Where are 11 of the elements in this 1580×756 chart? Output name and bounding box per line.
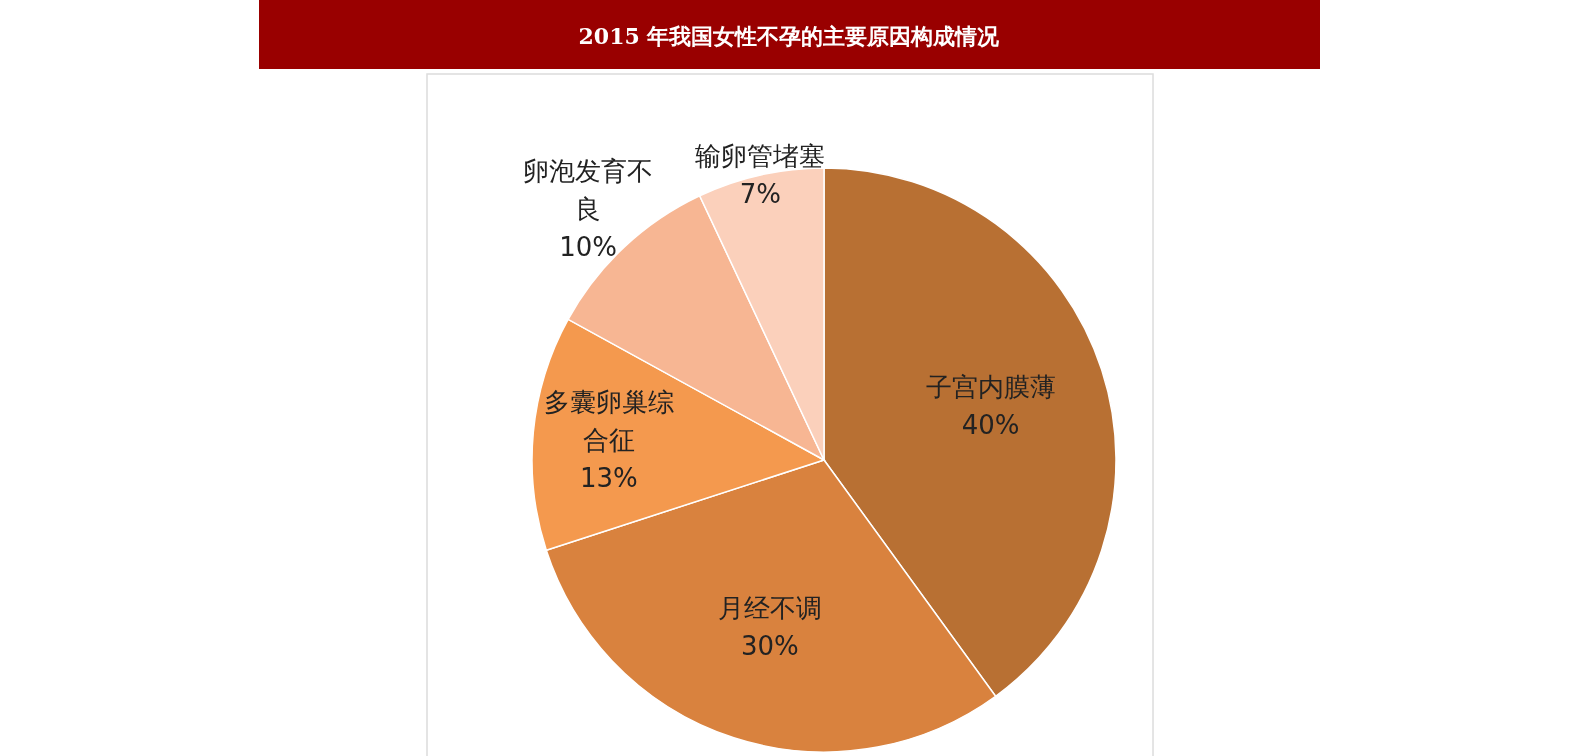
slice-label: 输卵管堵塞 [695, 141, 826, 172]
chart-title: 2015 年我国女性不孕的主要原因构成情况 [578, 23, 1001, 49]
slice-label: 卵泡发育不良 [523, 155, 654, 224]
slice-label: 多囊卵巢综合征 [543, 386, 674, 455]
data-label: 40% [961, 409, 1020, 440]
data-label: 13% [579, 462, 638, 493]
data-label: 7% [739, 179, 781, 210]
slice-label: 子宫内膜薄 [925, 371, 1056, 402]
data-label: 30% [740, 630, 799, 661]
slice-label: 月经不调 [717, 592, 822, 623]
data-label: 10% [559, 231, 618, 262]
